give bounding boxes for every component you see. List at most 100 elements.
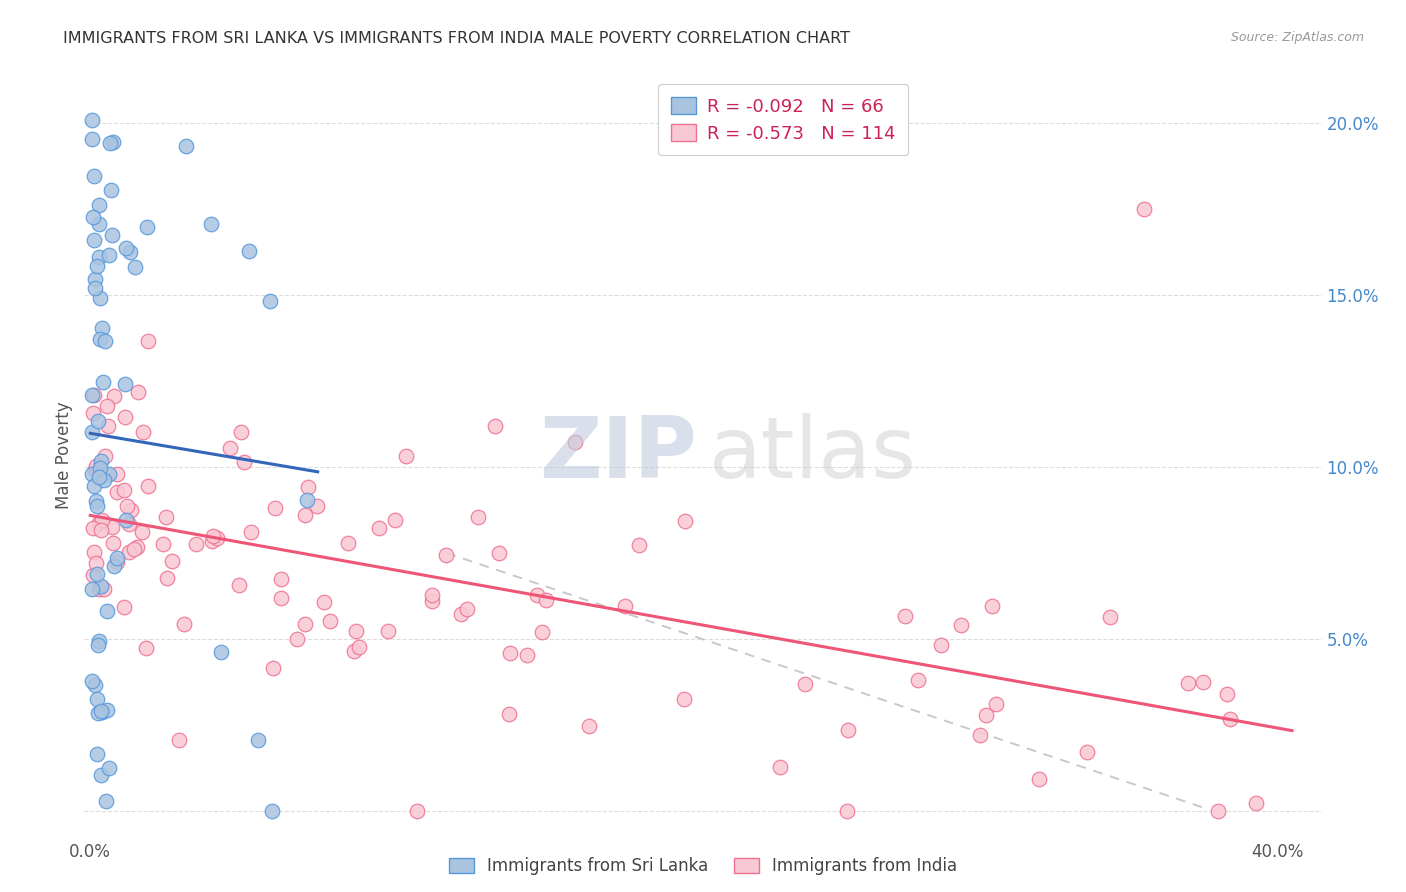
Point [467,510,489,524]
Point [82,567,104,582]
Point [969,727,991,741]
Point [82,132,104,146]
Point [347,640,370,654]
Point [294,508,316,523]
Point [112,599,135,614]
Point [103,559,125,574]
Point [384,513,406,527]
Point [115,241,138,255]
Point [367,521,389,535]
Point [200,217,222,231]
Point [96,794,118,808]
Point [94,334,117,348]
Point [247,732,270,747]
Point [673,514,696,528]
Point [132,425,155,439]
Point [136,479,159,493]
Point [395,449,418,463]
Point [294,616,316,631]
Text: atlas: atlas [709,413,917,497]
Point [1099,610,1122,624]
Point [83,463,105,477]
Text: Source: ZipAtlas.com: Source: ZipAtlas.com [1230,31,1364,45]
Y-axis label: Male Poverty: Male Poverty [55,401,73,508]
Point [929,638,952,652]
Point [96,399,118,413]
Point [205,531,228,545]
Point [974,707,997,722]
Point [793,677,815,691]
Point [105,485,128,500]
Point [86,556,108,570]
Point [98,467,121,481]
Text: ZIP: ZIP [538,413,697,497]
Point [114,376,136,391]
Point [135,219,157,234]
Point [82,210,104,224]
Point [98,136,121,150]
Point [90,523,112,537]
Point [80,674,103,689]
Point [336,536,359,550]
Point [1132,202,1154,216]
Point [93,582,115,597]
Point [90,513,112,527]
Point [264,501,287,516]
Point [105,550,128,565]
Point [422,588,444,602]
Point [201,534,224,549]
Point [1191,675,1213,690]
Point [90,705,112,719]
Point [498,646,520,660]
Point [124,260,146,274]
Point [456,602,478,616]
Point [115,513,138,527]
Point [484,418,506,433]
Point [83,169,105,183]
Point [229,425,252,439]
Point [201,528,224,542]
Point [837,804,859,818]
Point [135,641,157,656]
Point [531,624,554,639]
Point [87,414,110,428]
Point [131,524,153,539]
Point [526,588,548,602]
Point [114,409,136,424]
Point [89,461,111,475]
Point [907,673,929,688]
Point [90,454,112,468]
Point [87,582,110,597]
Point [98,761,121,775]
Point [87,638,110,652]
Point [97,248,120,262]
Point [87,198,110,212]
Point [488,546,510,560]
Point [305,500,328,514]
Point [90,579,112,593]
Point [118,245,141,260]
Point [80,388,103,402]
Point [186,537,208,551]
Point [436,548,458,562]
Point [84,272,107,286]
Point [89,291,111,305]
Point [91,375,114,389]
Point [894,609,917,624]
Legend: Immigrants from Sri Lanka, Immigrants from India: Immigrants from Sri Lanka, Immigrants fr… [440,849,966,884]
Point [319,614,342,628]
Point [83,387,105,401]
Point [1216,687,1239,701]
Point [96,604,118,618]
Point [1244,796,1267,810]
Point [450,607,472,621]
Point [285,632,308,646]
Point [118,517,141,532]
Point [239,524,262,539]
Point [89,470,111,484]
Point [86,259,108,273]
Point [87,633,110,648]
Point [105,467,128,482]
Point [160,554,183,568]
Point [536,593,558,607]
